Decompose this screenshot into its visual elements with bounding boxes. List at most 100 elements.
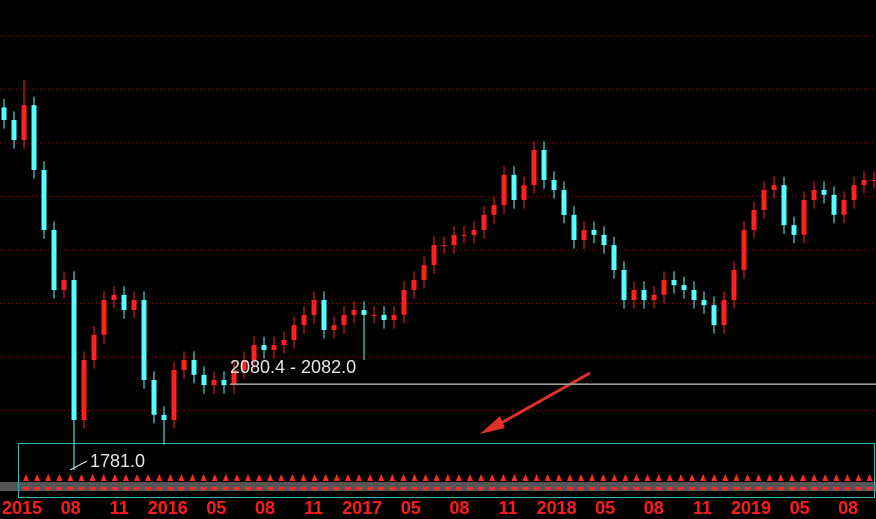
candle-body [341, 314, 347, 326]
event-icon-base [866, 487, 873, 490]
event-icon-base [156, 487, 163, 490]
event-icon-base [788, 487, 795, 490]
candle-body [101, 300, 107, 335]
candle-body [371, 314, 377, 316]
event-icon [600, 474, 607, 481]
candle-body [161, 414, 167, 420]
x-tick-label: 08 [838, 498, 858, 518]
event-icon [478, 474, 485, 481]
event-icon-base [289, 487, 296, 490]
candle-body [261, 345, 267, 350]
event-icon-base [444, 487, 451, 490]
candle-body [591, 230, 597, 235]
candle-body [811, 190, 817, 200]
candle-body [681, 285, 687, 290]
x-tick-label: 08 [255, 498, 275, 518]
candle-body [231, 370, 237, 386]
event-icon-base [134, 487, 140, 490]
event-icon [633, 474, 640, 481]
event-icon [689, 474, 695, 481]
candle-body [131, 300, 137, 310]
event-icon-base [533, 487, 540, 490]
candle-body [601, 234, 607, 246]
event-icon [655, 474, 662, 481]
candle-body [241, 360, 247, 370]
candle-body [211, 380, 217, 386]
event-icon [333, 474, 340, 481]
x-tick-label: 11 [498, 498, 517, 518]
candle-body [461, 234, 467, 236]
event-icon [866, 474, 873, 481]
event-icon [433, 474, 440, 481]
event-icon-base [489, 487, 496, 490]
arrow [486, 371, 591, 433]
candle-body [821, 190, 827, 195]
event-icon-base [300, 487, 307, 490]
arrow-head [480, 416, 505, 434]
event-icon-base [511, 487, 518, 490]
event-icon [134, 474, 140, 481]
event-icon-base [677, 487, 684, 490]
event-icon-base [844, 487, 851, 490]
candle-body [141, 300, 147, 380]
event-icon [178, 474, 185, 481]
event-icon-base [700, 487, 707, 490]
candle-body [51, 230, 57, 290]
event-icon [555, 474, 562, 481]
event-icon-base [322, 487, 329, 490]
event-icon [522, 474, 529, 481]
event-icon-base [422, 487, 429, 490]
event-icon [367, 474, 374, 481]
candle-body [641, 290, 647, 300]
event-icon-base [367, 487, 374, 490]
event-icon [56, 474, 63, 481]
event-icon-base [833, 487, 840, 490]
event-icon [23, 474, 29, 481]
candle-body [201, 374, 207, 386]
candle-body [861, 180, 867, 186]
candle-body [321, 300, 327, 330]
candle-body [671, 280, 677, 286]
candle-body [1, 107, 7, 120]
event-icon [722, 474, 729, 481]
event-icon-base [389, 487, 396, 490]
event-icon [111, 474, 118, 481]
candle-body [191, 360, 197, 375]
event-icon-base [89, 487, 96, 490]
event-icon [356, 474, 362, 481]
event-icon [711, 474, 718, 481]
candle-body [581, 230, 587, 240]
candle-body [31, 105, 37, 170]
candle-body [11, 120, 17, 140]
event-icon [233, 474, 240, 481]
event-icon [766, 474, 773, 481]
event-icon-base [411, 487, 418, 490]
candle-body [841, 200, 847, 215]
candle-body [421, 265, 427, 280]
event-icon-base [245, 487, 251, 490]
event-icon [89, 474, 96, 481]
candle-body [701, 300, 707, 306]
event-icon [578, 474, 584, 481]
event-icon-base [544, 487, 551, 490]
candle-body [621, 270, 627, 300]
event-icon-base [467, 487, 473, 490]
candle-body [611, 245, 617, 270]
event-icon [744, 474, 751, 481]
candle-body [171, 370, 177, 420]
event-icon [700, 474, 707, 481]
event-icon [788, 474, 795, 481]
event-icon [289, 474, 296, 481]
event-icon-base [23, 487, 29, 490]
x-tick-label: 2016 [148, 498, 188, 518]
x-tick-label: 11 [693, 498, 712, 518]
candle-body [631, 290, 637, 300]
candle-body [471, 230, 477, 235]
event-icon-base [611, 487, 618, 490]
event-icon [422, 474, 429, 481]
candle-body [41, 170, 47, 230]
x-tick-label: 11 [110, 498, 129, 518]
candle-body [831, 194, 837, 215]
candle-body [851, 185, 857, 200]
event-icon [511, 474, 518, 481]
